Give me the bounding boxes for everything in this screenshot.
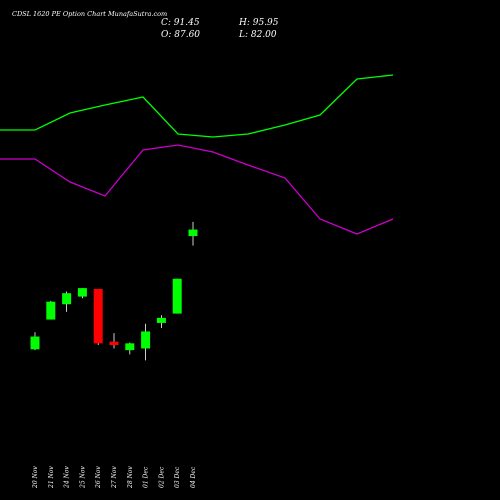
candle-body-up xyxy=(172,278,182,314)
lower-indicator-line xyxy=(0,144,394,235)
candle xyxy=(93,288,103,346)
date-tick-label: 03 Dec xyxy=(174,466,181,488)
candle xyxy=(172,278,182,314)
candle xyxy=(109,333,119,349)
candle-body-up xyxy=(30,336,40,350)
date-tick-label: 26 Nov xyxy=(95,466,102,489)
close-readout: C: 91.45 xyxy=(161,18,200,28)
indicator-lines xyxy=(0,74,394,235)
low-readout: L: 82.00 xyxy=(238,30,277,40)
chart-title: CDSL 1620 PE Option Chart MunafaSutra.co… xyxy=(12,10,167,18)
candle-body-up xyxy=(62,293,72,305)
date-tick-label: 27 Nov xyxy=(111,466,118,489)
candle xyxy=(125,342,135,355)
candle xyxy=(141,323,151,361)
candle-body-up xyxy=(77,288,87,297)
date-axis: 20 Nov 21 Nov 24 Nov 25 Nov 26 Nov 27 Nov 28 N… xyxy=(32,466,197,489)
candle-body-up xyxy=(46,301,56,320)
candle xyxy=(30,332,40,351)
candle-body-down xyxy=(109,341,119,346)
date-tick-label: 02 Dec xyxy=(158,466,165,488)
date-tick-label: 24 Nov xyxy=(64,466,71,489)
date-tick-label: 20 Nov xyxy=(32,466,39,489)
date-tick-label: 01 Dec xyxy=(143,466,150,488)
candle-body-up xyxy=(188,229,198,237)
candle-body-up xyxy=(156,317,166,323)
candles-group xyxy=(30,221,198,361)
date-tick-label: 04 Dec xyxy=(190,466,197,488)
candle xyxy=(46,300,56,320)
high-readout: H: 95.95 xyxy=(238,18,279,28)
date-tick-label: 21 Nov xyxy=(48,466,55,489)
upper-indicator-line xyxy=(0,74,394,138)
candle xyxy=(188,221,198,246)
date-tick-label: 28 Nov xyxy=(127,466,134,489)
candle-body-down xyxy=(93,288,103,344)
date-tick-label: 25 Nov xyxy=(79,466,86,489)
candle xyxy=(77,288,87,299)
candle-body-up xyxy=(141,331,151,349)
candle-body-up xyxy=(125,343,135,351)
candle xyxy=(156,315,166,329)
open-readout: O: 87.60 xyxy=(161,30,200,40)
candle xyxy=(62,291,72,312)
